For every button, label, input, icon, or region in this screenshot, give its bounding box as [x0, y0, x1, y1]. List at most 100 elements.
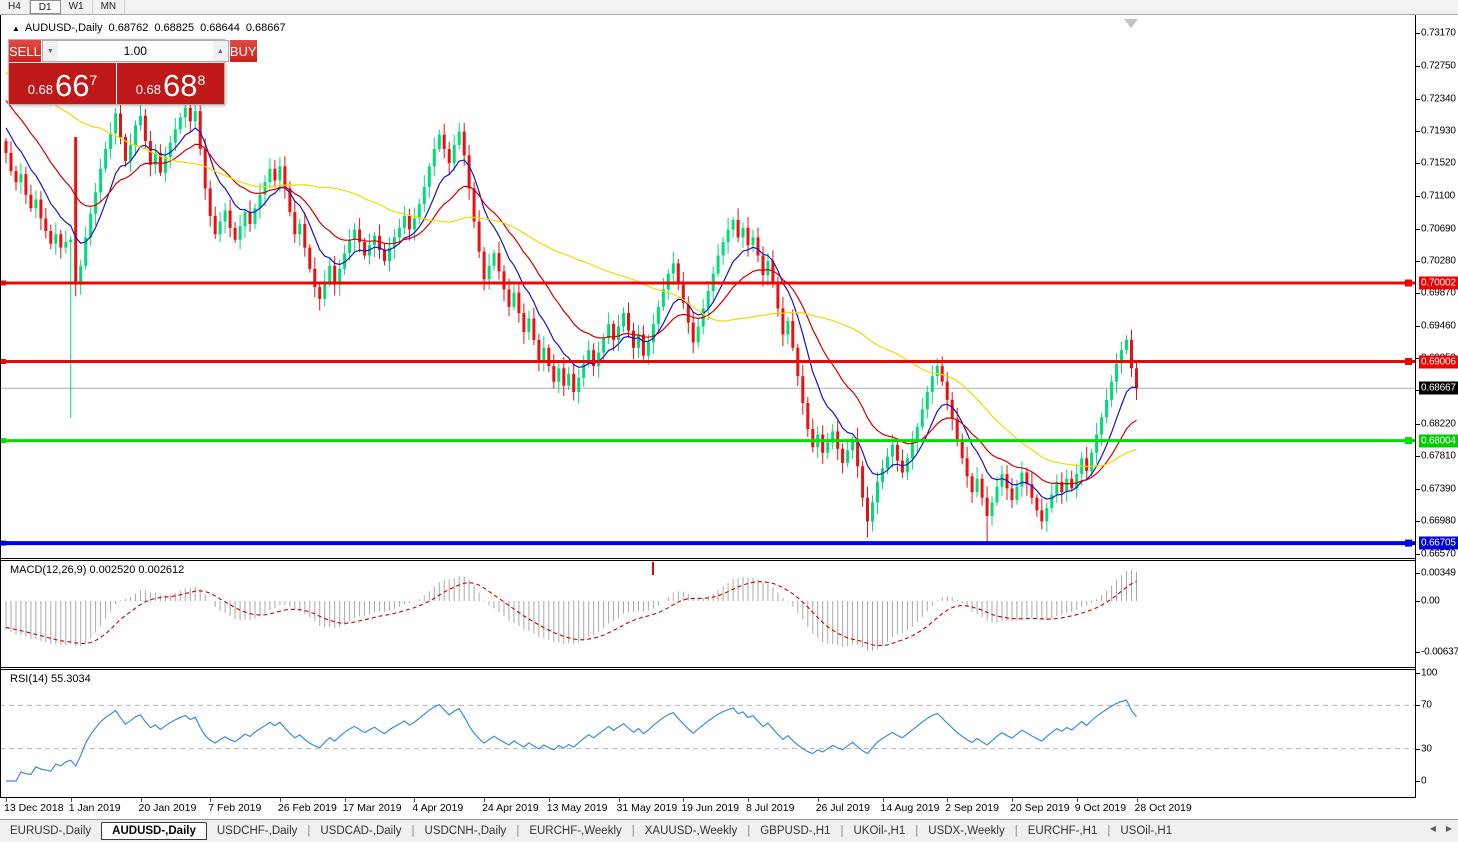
tab-scroll-right-icon[interactable]: ▶	[1445, 824, 1452, 833]
chart-tab-xauusd-weekly[interactable]: XAUUSD-,Weekly	[644, 825, 738, 837]
price-tick-mark	[1416, 521, 1420, 523]
timeframe-d1-button[interactable]: D1	[29, 0, 61, 14]
price-tick-mark	[1416, 196, 1420, 198]
date-tick-mark	[748, 798, 749, 802]
indicator-tick-label: 30	[1421, 743, 1432, 755]
indicator-tick-mark	[1416, 781, 1420, 782]
chart-tab-ukoil-h1[interactable]: UKOil-,H1	[853, 825, 906, 837]
date-label: 1 Jan 2019	[68, 802, 121, 814]
chart-tab-usoil-h1[interactable]: USOil-,H1	[1120, 825, 1173, 837]
buy-button[interactable]: BUY	[229, 40, 257, 62]
chart-tab-usdcnh-daily[interactable]: USDCNH-,Daily	[424, 825, 507, 837]
date-tick-mark	[683, 798, 685, 802]
sell-price-sup: 7	[89, 72, 98, 88]
price-tick-label: 0.70690	[1421, 223, 1456, 235]
date-tick-mark	[344, 798, 346, 802]
price-tick-mark	[1416, 489, 1420, 490]
volume-input[interactable]	[57, 41, 213, 61]
price-tick-mark	[1416, 358, 1420, 360]
price-tick-label: 0.69870	[1421, 287, 1456, 299]
price-tag-0.68667: 0.68667	[1419, 381, 1458, 395]
price-tick-label: 0.69460	[1421, 320, 1456, 332]
chart-tab-eurchf-h1[interactable]: EURCHF-,H1	[1027, 825, 1098, 837]
price-tick-label: 0.70280	[1421, 255, 1456, 267]
date-tick-mark	[279, 798, 281, 802]
indicator-tick-mark	[1416, 673, 1420, 674]
price-tick-label: 0.66980	[1421, 515, 1456, 527]
pane-divider	[0, 560, 1416, 561]
date-tick-mark	[882, 798, 884, 802]
price-pane-canvas[interactable]	[0, 15, 1415, 558]
indicator-tick-mark	[1416, 601, 1420, 602]
indicator-tick-mark	[1416, 652, 1420, 653]
date-label: 4 Apr 2019	[412, 802, 464, 814]
indicator-tick-mark	[1416, 748, 1420, 750]
chart-tab-eurusd-daily[interactable]: EURUSD-,Daily	[10, 825, 92, 837]
pane-divider	[0, 667, 1416, 668]
chart-window: ▲ AUDUSD-,Daily 0.68762 0.68825 0.68644 0.686…	[0, 15, 1458, 818]
indicator-tick-mark	[1416, 573, 1420, 575]
tab-separator: |	[307, 825, 311, 837]
price-tick-mark	[1416, 98, 1420, 100]
price-tick-mark	[1416, 423, 1420, 425]
chart-tab-audusd-daily[interactable]: AUDUSD-,Daily	[101, 822, 207, 840]
price-tick-mark	[1416, 33, 1420, 34]
price-tick-label: 0.66570	[1421, 548, 1456, 560]
price-tick-label: 0.67390	[1421, 483, 1456, 495]
price-tick-mark	[1416, 163, 1420, 165]
timeframe-toolbar: H4 D1 W1 MN	[0, 0, 1458, 15]
macd-pane-canvas[interactable]	[0, 560, 1415, 667]
volume-spinner: ▼ ▲	[41, 40, 229, 62]
tab-scroll-left-icon[interactable]: ◀	[1429, 824, 1436, 833]
sell-price-display[interactable]: 0.68 66 7	[9, 63, 116, 104]
price-tick-label: 0.71520	[1421, 157, 1456, 169]
date-label: 13 Dec 2018	[4, 802, 64, 814]
date-label: 24 Apr 2019	[482, 802, 539, 814]
collapse-expander-icon[interactable]: ▲	[12, 24, 20, 33]
date-label: 26 Feb 2019	[277, 802, 337, 814]
timeframe-h4-button[interactable]: H4	[0, 0, 30, 14]
open-value: 0.68762	[108, 22, 149, 34]
date-tick-mark	[1012, 798, 1013, 802]
tab-separator: |	[411, 825, 415, 837]
price-axis: 0.73170 0.72750 0.72340 0.71930 0.71520 0.711…	[1416, 15, 1458, 797]
date-label: 14 Aug 2019	[880, 802, 940, 814]
chart-tab-eurchf-weekly[interactable]: EURCHF-,Weekly	[529, 825, 622, 837]
indicator-tick-mark	[1416, 705, 1420, 707]
buy-price-display[interactable]: 0.68 68 8	[117, 63, 224, 104]
chart-tab-usdx-weekly[interactable]: USDX-,Weekly	[928, 825, 1005, 837]
pane-divider	[0, 797, 1416, 798]
tab-separator: |	[747, 825, 751, 837]
volume-increase-button[interactable]: ▲	[212, 41, 228, 61]
price-tick-mark	[1416, 553, 1420, 555]
sell-button[interactable]: SELL	[9, 40, 41, 62]
date-tick-mark	[70, 798, 72, 802]
price-tag-0.70002: 0.70002	[1419, 276, 1458, 290]
timeframe-mn-button[interactable]: MN	[93, 0, 126, 14]
price-tick-label: 0.67810	[1421, 450, 1456, 462]
price-tick-label: 0.68220	[1421, 418, 1456, 430]
chart-tab-usdchf-daily[interactable]: USDCHF-,Daily	[216, 825, 298, 837]
chart-left-border	[0, 15, 1, 797]
indicator-tick-label: 100	[1421, 667, 1438, 679]
timeframe-w1-button[interactable]: W1	[61, 0, 93, 14]
axis-border	[1415, 15, 1416, 797]
date-label: 20 Jan 2019	[138, 802, 197, 814]
date-tick-mark	[210, 798, 212, 802]
low-value: 0.68644	[200, 22, 240, 34]
rsi-pane-canvas[interactable]	[0, 669, 1415, 796]
chart-tab-gbpusd-h1[interactable]: GBPUSD-,H1	[760, 825, 831, 837]
pane-divider	[0, 558, 1416, 559]
price-tick-label: 0.72340	[1421, 93, 1456, 104]
tab-separator: |	[1014, 825, 1018, 837]
price-tag-0.68004: 0.68004	[1419, 434, 1458, 448]
volume-decrease-button[interactable]: ▼	[42, 41, 58, 61]
price-tick-mark	[1416, 293, 1420, 295]
chart-tab-usdcad-daily[interactable]: USDCAD-,Daily	[320, 825, 402, 837]
date-label: 9 Oct 2019	[1074, 802, 1127, 814]
price-tag-0.69006: 0.69006	[1419, 355, 1458, 368]
symbol-period-label: AUDUSD-,Daily	[24, 22, 103, 34]
date-tick-mark	[484, 798, 486, 802]
price-tick-mark	[1416, 390, 1420, 392]
